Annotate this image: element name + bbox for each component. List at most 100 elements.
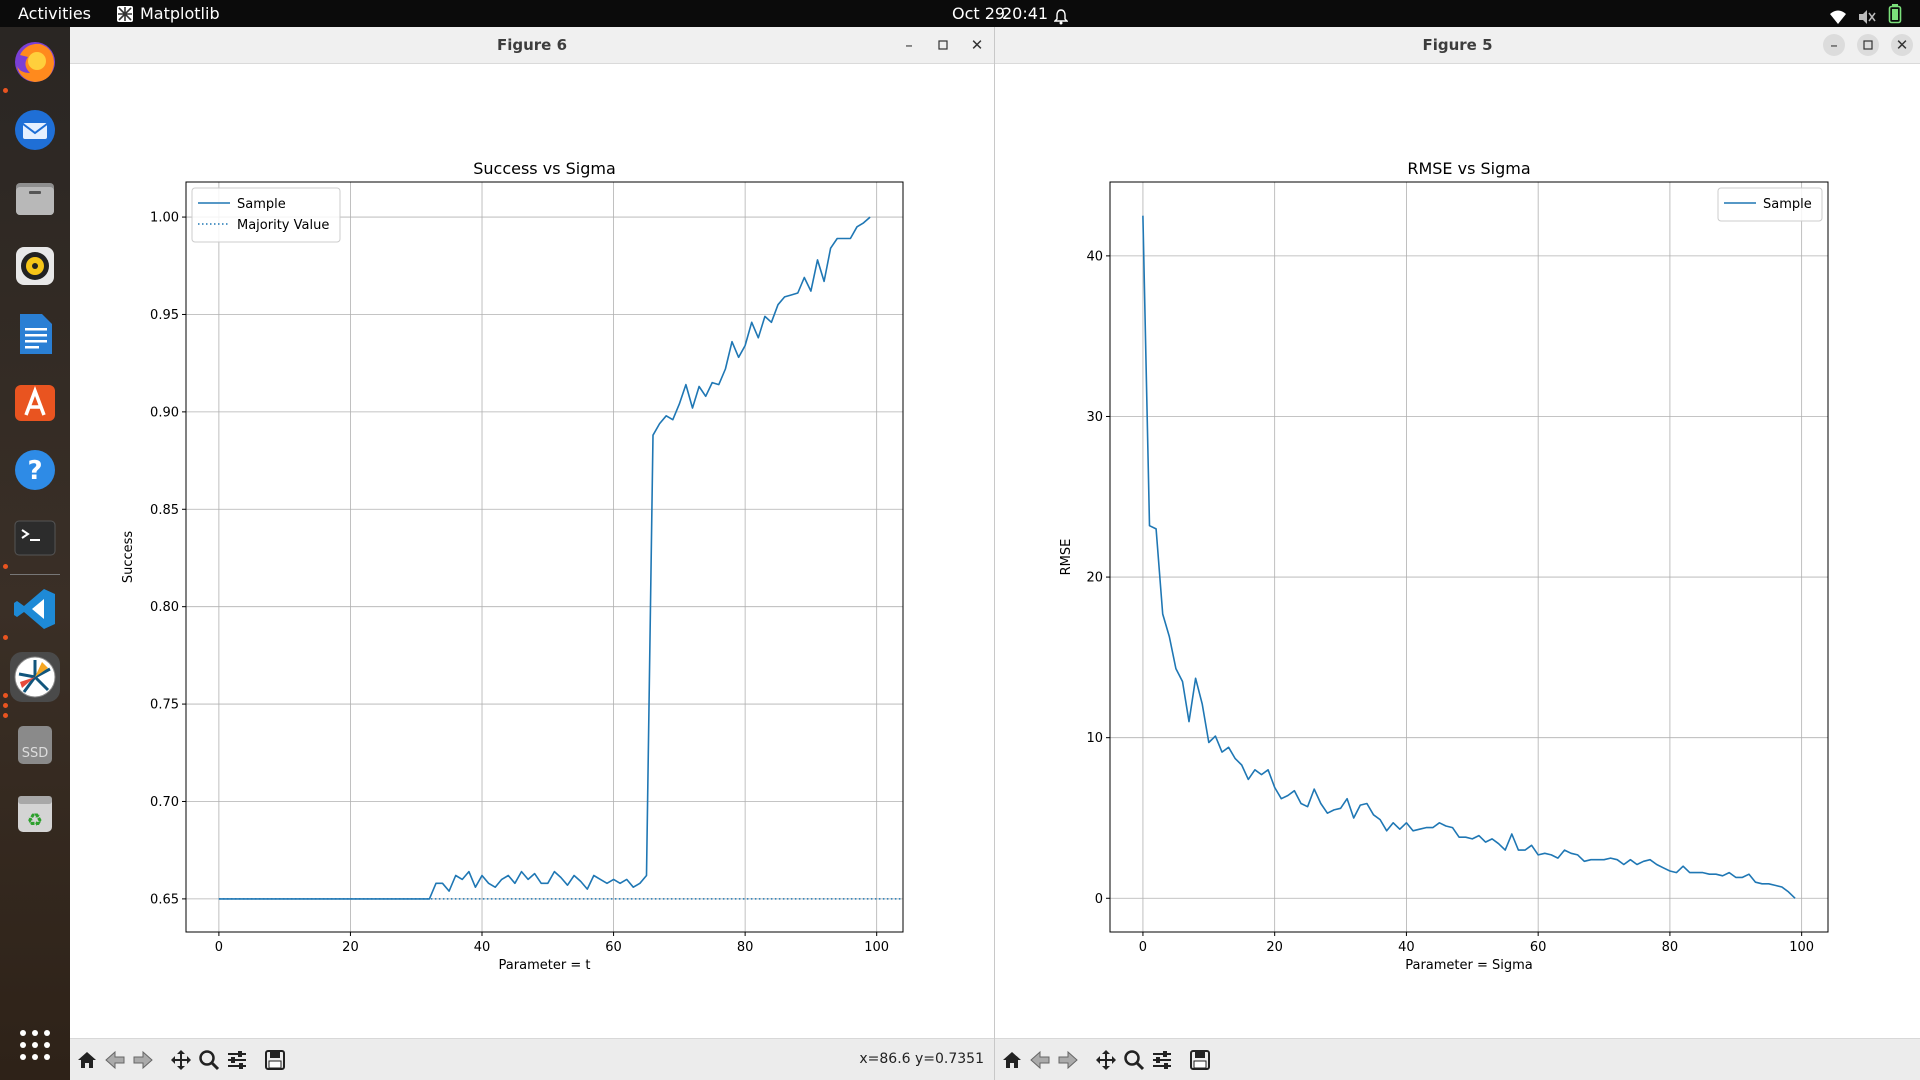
back-arrow-icon[interactable] <box>102 1047 128 1073</box>
x-tick-label: 40 <box>1398 940 1415 955</box>
home-icon[interactable] <box>74 1047 100 1073</box>
help-icon[interactable]: ? <box>10 445 60 495</box>
maximize-icon[interactable] <box>932 34 954 56</box>
legend-label: Sample <box>1763 197 1812 212</box>
figure5-canvas[interactable]: 0 20 40 60 80 100 0 10 20 30 40 RMSE vs Sigma Parame… <box>995 64 1920 1038</box>
figure6-canvas[interactable]: 0 20 40 60 80 100 0.65 0.70 0.75 0.80 0.85 0.90 0.95… <box>70 64 994 1038</box>
figure5-titlebar[interactable]: Figure 5 – ✕ <box>995 27 1920 64</box>
ssd-drive-icon[interactable]: SSD <box>10 720 60 770</box>
battery-icon[interactable] <box>1888 4 1902 24</box>
x-axis-label: Parameter = Sigma <box>1405 958 1533 973</box>
y-tick-label: 0.65 <box>150 892 179 907</box>
figure5-toolbar <box>995 1038 1920 1080</box>
y-tick-label: 0.85 <box>150 503 179 518</box>
x-tick-label: 60 <box>1530 940 1547 955</box>
forward-arrow-icon[interactable] <box>130 1047 156 1073</box>
x-tick-label: 40 <box>474 940 491 955</box>
back-arrow-icon[interactable] <box>1027 1047 1053 1073</box>
save-figure-icon[interactable] <box>262 1047 288 1073</box>
y-tick-label: 0.75 <box>150 698 179 713</box>
notification-bell-icon[interactable] <box>1053 6 1069 25</box>
axes-frame <box>1109 181 1829 933</box>
figure6-titlebar[interactable]: Figure 6 – ✕ <box>70 27 994 64</box>
matplotlib-running-indicator-2 <box>3 703 8 708</box>
vscode-icon[interactable] <box>10 584 60 634</box>
y-tick-label: 1.00 <box>150 211 179 226</box>
trash-icon[interactable]: ♻ <box>10 788 60 838</box>
minimize-icon[interactable]: – <box>905 36 913 54</box>
show-apps-grid-icon[interactable] <box>10 1020 60 1070</box>
matplotlib-app-icon <box>116 4 134 22</box>
maximize-icon[interactable] <box>1857 34 1879 56</box>
chart-title: RMSE vs Sigma <box>1407 159 1530 178</box>
matplotlib-running-indicator-3 <box>3 713 8 718</box>
legend-box <box>191 187 341 243</box>
files-icon[interactable] <box>10 173 60 223</box>
matplotlib-running-indicator-1 <box>3 693 8 698</box>
svg-text:♻: ♻ <box>27 810 43 831</box>
wifi-icon[interactable] <box>1829 6 1847 24</box>
figure6-window: Figure 6 – ✕ 0 20 40 60 80 100 0.65 0.70 0.75 0.8… <box>70 27 994 1080</box>
pan-move-icon[interactable] <box>168 1047 194 1073</box>
top-bar: Activities Matplotlib Oct 29 20:41 <box>0 0 1920 27</box>
vscode-running-indicator <box>3 635 8 640</box>
firefox-icon[interactable] <box>10 37 60 87</box>
dock: ? SSD ♻ <box>0 27 70 1080</box>
x-tick-label: 20 <box>1266 940 1283 955</box>
x-axis-label: Parameter = t <box>499 958 591 973</box>
y-axis-label: RMSE <box>1059 539 1074 576</box>
axes-frame <box>185 181 904 933</box>
clock-date[interactable]: Oct 29 <box>952 4 1006 23</box>
forward-arrow-icon[interactable] <box>1055 1047 1081 1073</box>
firefox-running-indicator <box>3 88 8 93</box>
y-tick-label: 40 <box>1086 249 1103 264</box>
terminal-running-indicator <box>3 564 8 569</box>
y-tick-label: 0.90 <box>150 405 179 420</box>
cursor-coordinates: x=86.6 y=0.7351 <box>859 1051 984 1067</box>
home-icon[interactable] <box>999 1047 1025 1073</box>
y-tick-label: 0 <box>1095 892 1103 907</box>
y-tick-label: 0.95 <box>150 308 179 323</box>
legend-label: Sample <box>237 197 286 212</box>
clock-time[interactable]: 20:41 <box>1002 4 1049 23</box>
series-line-sample <box>218 216 871 900</box>
libreoffice-writer-icon[interactable] <box>10 309 60 359</box>
pan-move-icon[interactable] <box>1093 1047 1119 1073</box>
figure5-window: Figure 5 – ✕ 0 20 40 60 80 100 0 10 20 30 40 RMSE v… <box>995 27 1920 1080</box>
minimize-icon[interactable]: – <box>1823 34 1845 56</box>
y-tick-label: 0.80 <box>150 600 179 615</box>
figure5-title: Figure 5 <box>1422 36 1493 54</box>
figure6-toolbar: x=86.6 y=0.7351 <box>70 1038 994 1080</box>
figure6-title: Figure 6 <box>496 36 568 54</box>
x-tick-label: 100 <box>864 940 889 955</box>
rhythmbox-icon[interactable] <box>10 241 60 291</box>
svg-text:?: ? <box>27 456 42 486</box>
zoom-magnifier-icon[interactable] <box>1121 1047 1147 1073</box>
dock-separator <box>10 574 60 575</box>
y-axis-label: Success <box>121 531 136 584</box>
activities-button[interactable]: Activities <box>18 4 91 23</box>
configure-subplots-icon[interactable] <box>224 1047 250 1073</box>
svg-text:SSD: SSD <box>22 746 49 761</box>
x-tick-label: 80 <box>1662 940 1679 955</box>
app-menu-label[interactable]: Matplotlib <box>140 4 220 23</box>
matplotlib-icon[interactable] <box>10 652 60 702</box>
x-tick-label: 100 <box>1789 940 1814 955</box>
chart-title: Success vs Sigma <box>473 159 616 178</box>
legend-box <box>1717 187 1823 222</box>
x-tick-label: 0 <box>1139 940 1147 955</box>
zoom-magnifier-icon[interactable] <box>196 1047 222 1073</box>
y-tick-label: 10 <box>1086 731 1103 746</box>
terminal-icon[interactable] <box>10 513 60 563</box>
app-center-icon[interactable] <box>10 377 60 427</box>
volume-muted-icon[interactable] <box>1858 6 1876 24</box>
x-tick-label: 20 <box>342 940 359 955</box>
y-tick-label: 30 <box>1086 410 1103 425</box>
thunderbird-icon[interactable] <box>10 105 60 155</box>
close-icon[interactable]: ✕ <box>970 36 984 54</box>
configure-subplots-icon[interactable] <box>1149 1047 1175 1073</box>
y-tick-label: 0.70 <box>150 795 179 810</box>
save-figure-icon[interactable] <box>1187 1047 1213 1073</box>
close-icon[interactable]: ✕ <box>1891 34 1913 56</box>
y-tick-label: 20 <box>1086 571 1103 586</box>
